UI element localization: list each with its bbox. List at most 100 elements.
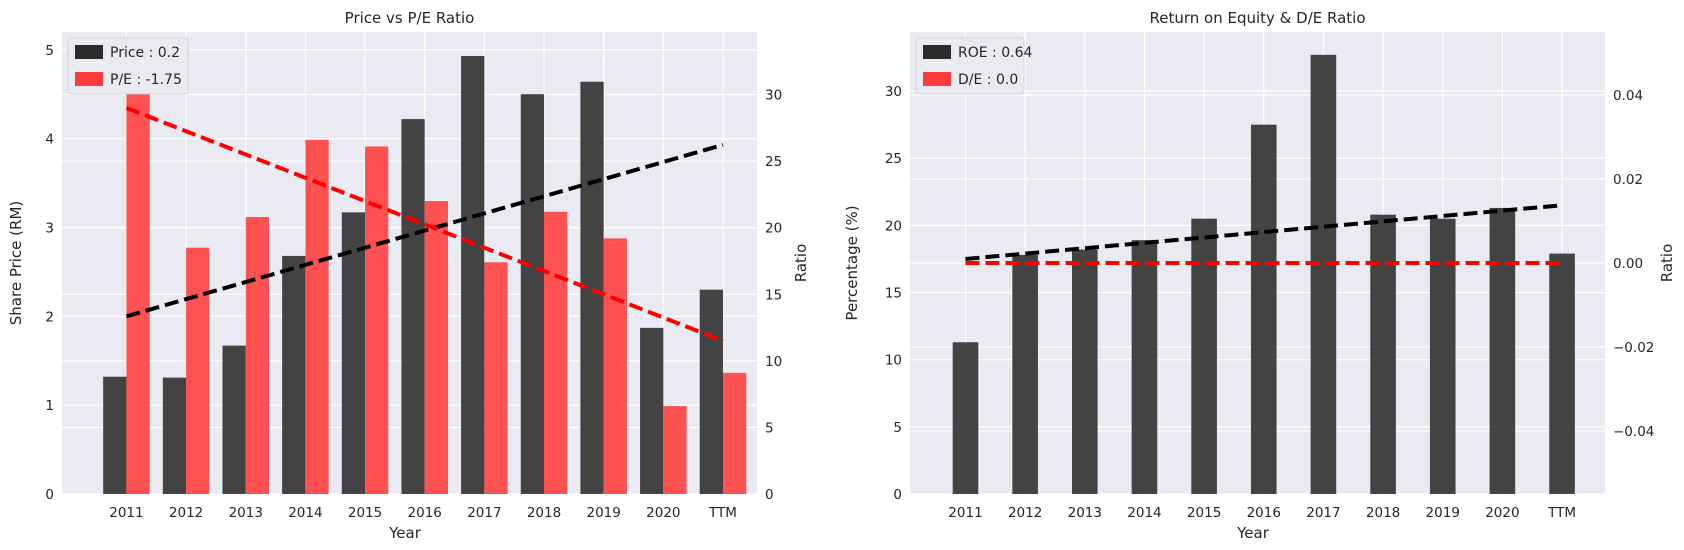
bar-secondary — [126, 55, 150, 494]
bar-primary — [1489, 207, 1516, 495]
y2-axis-label: Ratio — [1658, 244, 1676, 283]
x-tick-label: 2018 — [1366, 505, 1400, 521]
legend-label-pe: P/E : -1.75 — [110, 72, 182, 88]
x-tick-label: 2017 — [1306, 505, 1340, 521]
trendlines — [125, 106, 724, 343]
bars — [952, 54, 1575, 495]
y-tick-label: 5 — [893, 420, 902, 436]
bar-primary — [1131, 240, 1158, 494]
x-tick-label: 2015 — [348, 505, 382, 521]
bar-primary — [461, 55, 485, 494]
y-tick-label: 5 — [45, 43, 54, 59]
y2-tick-label: 0.02 — [1613, 172, 1643, 188]
legend-label-roe: ROE : 0.64 — [958, 45, 1032, 61]
y2-axis-label: Ratio — [792, 244, 810, 283]
bar-secondary — [603, 238, 627, 494]
trendline — [125, 142, 724, 319]
legend-label-price: Price : 0.2 — [110, 45, 180, 61]
legend-swatch-de — [923, 72, 951, 86]
bar-secondary — [544, 211, 568, 494]
bar-primary — [1071, 249, 1098, 494]
bar-secondary — [245, 217, 270, 494]
x-tick-label: 2011 — [948, 505, 982, 521]
bar-secondary — [722, 372, 747, 494]
y2-tick-label: 0.04 — [1613, 88, 1643, 104]
x-tick-label: 2016 — [1247, 505, 1281, 521]
x-tick-label: 2011 — [109, 505, 143, 521]
bar-primary — [1310, 54, 1337, 495]
x-tick-label: TTM — [708, 505, 737, 521]
legend: Price : 0.2 P/E : -1.75 — [67, 37, 189, 95]
y-tick-label: 2 — [45, 309, 54, 325]
y-tick-label: 10 — [885, 353, 902, 369]
x-tick-label: TTM — [1547, 505, 1576, 521]
y2-tick-label: 20 — [765, 221, 782, 237]
bar-primary — [222, 345, 246, 494]
legend-swatch-pe — [75, 72, 103, 86]
x-tick-label: 2013 — [1068, 505, 1102, 521]
x-tick-label: 2012 — [169, 505, 203, 521]
x-tick-label: 2015 — [1187, 505, 1221, 521]
y2-tick-label: 0.00 — [1613, 256, 1643, 272]
legend-swatch-roe — [923, 45, 951, 59]
y-axis-label: Percentage (%) — [843, 205, 861, 320]
trendline — [125, 106, 724, 343]
x-axis-ticks: 2011 2012 2013 2014 2015 2016 2017 2018 2019 2020… — [109, 505, 737, 521]
y2-tick-label: 5 — [765, 420, 774, 436]
x-tick-label: 2014 — [288, 505, 322, 521]
x-tick-label: 2016 — [408, 505, 442, 521]
bar-primary — [640, 327, 664, 494]
x-tick-label: 2013 — [229, 505, 263, 521]
x-tick-label: 2012 — [1008, 505, 1042, 521]
bar-primary — [162, 377, 187, 494]
bar-primary — [580, 81, 604, 494]
x-tick-label: 2014 — [1127, 505, 1161, 521]
y-axis-label: Share Price (RM) — [7, 201, 25, 325]
bar-primary — [520, 94, 545, 494]
bar-primary — [1012, 254, 1038, 494]
x-tick-label: 2018 — [527, 505, 561, 521]
y2-tick-label: −0.04 — [1613, 424, 1654, 440]
y-tick-label: 15 — [885, 286, 902, 302]
y-tick-label: 25 — [885, 151, 902, 167]
bar-primary — [1429, 218, 1456, 494]
y2-tick-label: 30 — [765, 88, 782, 104]
bar-secondary — [186, 247, 210, 494]
x-tick-label: 2017 — [467, 505, 501, 521]
bar-primary — [341, 212, 366, 494]
x-tick-label: 2019 — [1426, 505, 1460, 521]
bar-primary — [103, 376, 127, 494]
bar-secondary — [424, 201, 448, 494]
bar-secondary — [663, 406, 687, 494]
roe-de-chart: 0 5 10 15 20 25 30 −0.04 −0.02 0.00 0.02 0.04 2011… — [843, 9, 1676, 542]
price-pe-chart: 0 1 2 3 4 5 0 5 10 15 20 25 30 2011 2012 2013 2014 2015… — [7, 9, 810, 542]
bar-secondary — [305, 139, 329, 495]
x-tick-label: 2019 — [587, 505, 621, 521]
chart-title: Price vs P/E Ratio — [345, 9, 475, 27]
right-axis-ticks: 0 5 10 15 20 25 30 — [765, 88, 782, 503]
bar-primary — [1191, 218, 1217, 494]
bar-secondary — [484, 262, 508, 494]
chart-title: Return on Equity & D/E Ratio — [1149, 9, 1365, 27]
bar-secondary — [365, 146, 389, 494]
bars — [103, 55, 747, 495]
y2-tick-label: 15 — [765, 287, 782, 303]
bar-primary — [952, 342, 979, 494]
x-axis-ticks: 2011 2012 2013 2014 2015 2016 2017 2018 2019 2020… — [948, 505, 1576, 521]
y2-tick-label: 10 — [765, 354, 782, 370]
right-axis-ticks: −0.04 −0.02 0.00 0.02 0.04 — [1613, 88, 1654, 440]
bar-primary — [1370, 214, 1396, 494]
bar-primary — [699, 289, 723, 494]
y-tick-label: 0 — [45, 487, 54, 503]
left-axis-ticks: 0 5 10 15 20 25 30 — [885, 84, 902, 503]
y-tick-label: 0 — [893, 487, 902, 503]
y-tick-label: 1 — [45, 398, 54, 414]
x-tick-label: 2020 — [646, 505, 680, 521]
x-axis-label: Year — [1236, 524, 1270, 542]
y-tick-label: 20 — [885, 218, 902, 234]
bar-primary — [282, 255, 306, 494]
y-tick-label: 3 — [45, 220, 54, 236]
bar-primary — [401, 119, 425, 495]
legend-label-de: D/E : 0.0 — [958, 72, 1018, 88]
